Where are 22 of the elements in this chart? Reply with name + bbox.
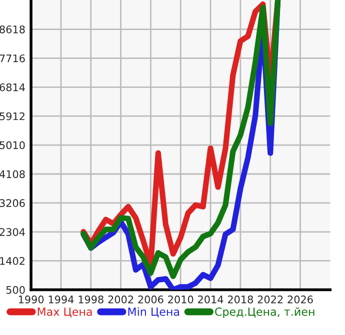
y-tick-label: 2304 [0, 228, 25, 236]
x-tick-label: 2014 [198, 296, 224, 304]
x-tick-label: 1998 [78, 296, 104, 304]
legend-label: Min Цена [128, 307, 180, 318]
y-tick-label: 1402 [0, 257, 24, 265]
y-tick-label: 3206 [0, 199, 25, 208]
y-tick-label: 8618 [0, 25, 25, 34]
x-tick-label: 2018 [228, 296, 253, 304]
y-tick-label: 500 [6, 286, 25, 294]
x-tick-label: 2022 [258, 296, 283, 304]
x-tick-label: 1990 [18, 296, 44, 304]
y-tick-label: 6814 [0, 83, 25, 92]
x-tick-label: 2002 [108, 296, 133, 304]
legend-label: Max Цена [38, 308, 92, 318]
x-tick-label: 2006 [138, 296, 164, 304]
y-tick-label: 7716 [0, 54, 25, 62]
x-tick-label: 2026 [288, 296, 313, 304]
x-tick-label: 2010 [168, 296, 194, 304]
y-tick-label: 5010 [0, 141, 25, 150]
x-tick-label: 1994 [48, 296, 74, 304]
legend-label: Сред.Цена, т.йен [215, 307, 314, 318]
y-tick-label: 5912 [0, 112, 24, 120]
